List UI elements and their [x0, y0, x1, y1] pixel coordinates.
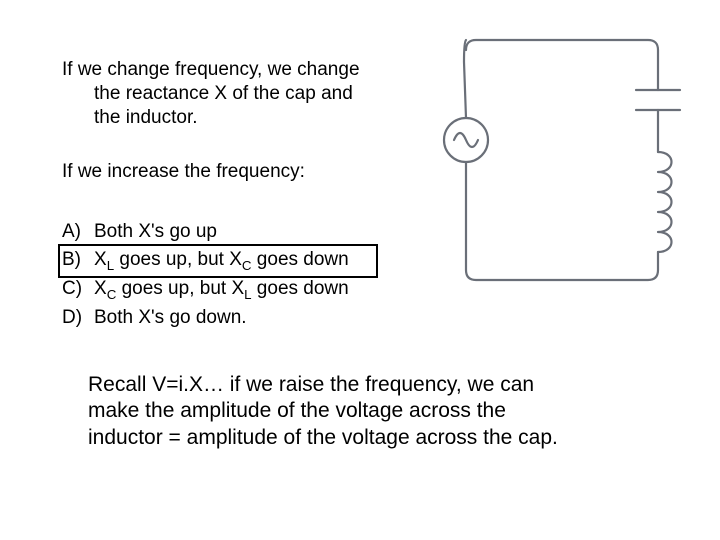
recall-line3: inductor = amplitude of the voltage acro… — [88, 426, 558, 449]
option-a: A) Both X's go up — [62, 218, 349, 246]
option-c-label: C) — [62, 275, 94, 304]
p1-line2-text: the reactance X of the cap and — [94, 83, 353, 104]
paragraph-1: If we change frequency, we change the re… — [62, 58, 422, 129]
option-c: C) XC goes up, but XL goes down — [62, 275, 349, 304]
option-d-text: Both X's go down. — [94, 304, 247, 332]
option-c-text: XC goes up, but XL goes down — [94, 275, 349, 304]
recall-line2: make the amplitude of the voltage across… — [88, 399, 506, 422]
recall-line1: Recall V=i.X… if we raise the frequency,… — [88, 373, 534, 396]
circuit-sketch-icon — [436, 22, 692, 302]
answer-highlight-box — [58, 244, 378, 278]
option-a-text: Both X's go up — [94, 218, 217, 246]
option-d: D) Both X's go down. — [62, 304, 349, 332]
paragraph-2: If we increase the frequency: — [62, 160, 305, 184]
option-d-label: D) — [62, 304, 94, 332]
slide: If we change frequency, we change the re… — [0, 0, 720, 540]
p1-line1: If we change frequency, we change the re… — [62, 58, 422, 129]
p1-line1-text: If we change frequency, we change — [62, 59, 360, 80]
option-a-label: A) — [62, 218, 94, 246]
recall-paragraph: Recall V=i.X… if we raise the frequency,… — [88, 372, 558, 451]
p1-line3-text: the inductor. — [94, 107, 198, 128]
p2-text: If we increase the frequency: — [62, 161, 305, 182]
